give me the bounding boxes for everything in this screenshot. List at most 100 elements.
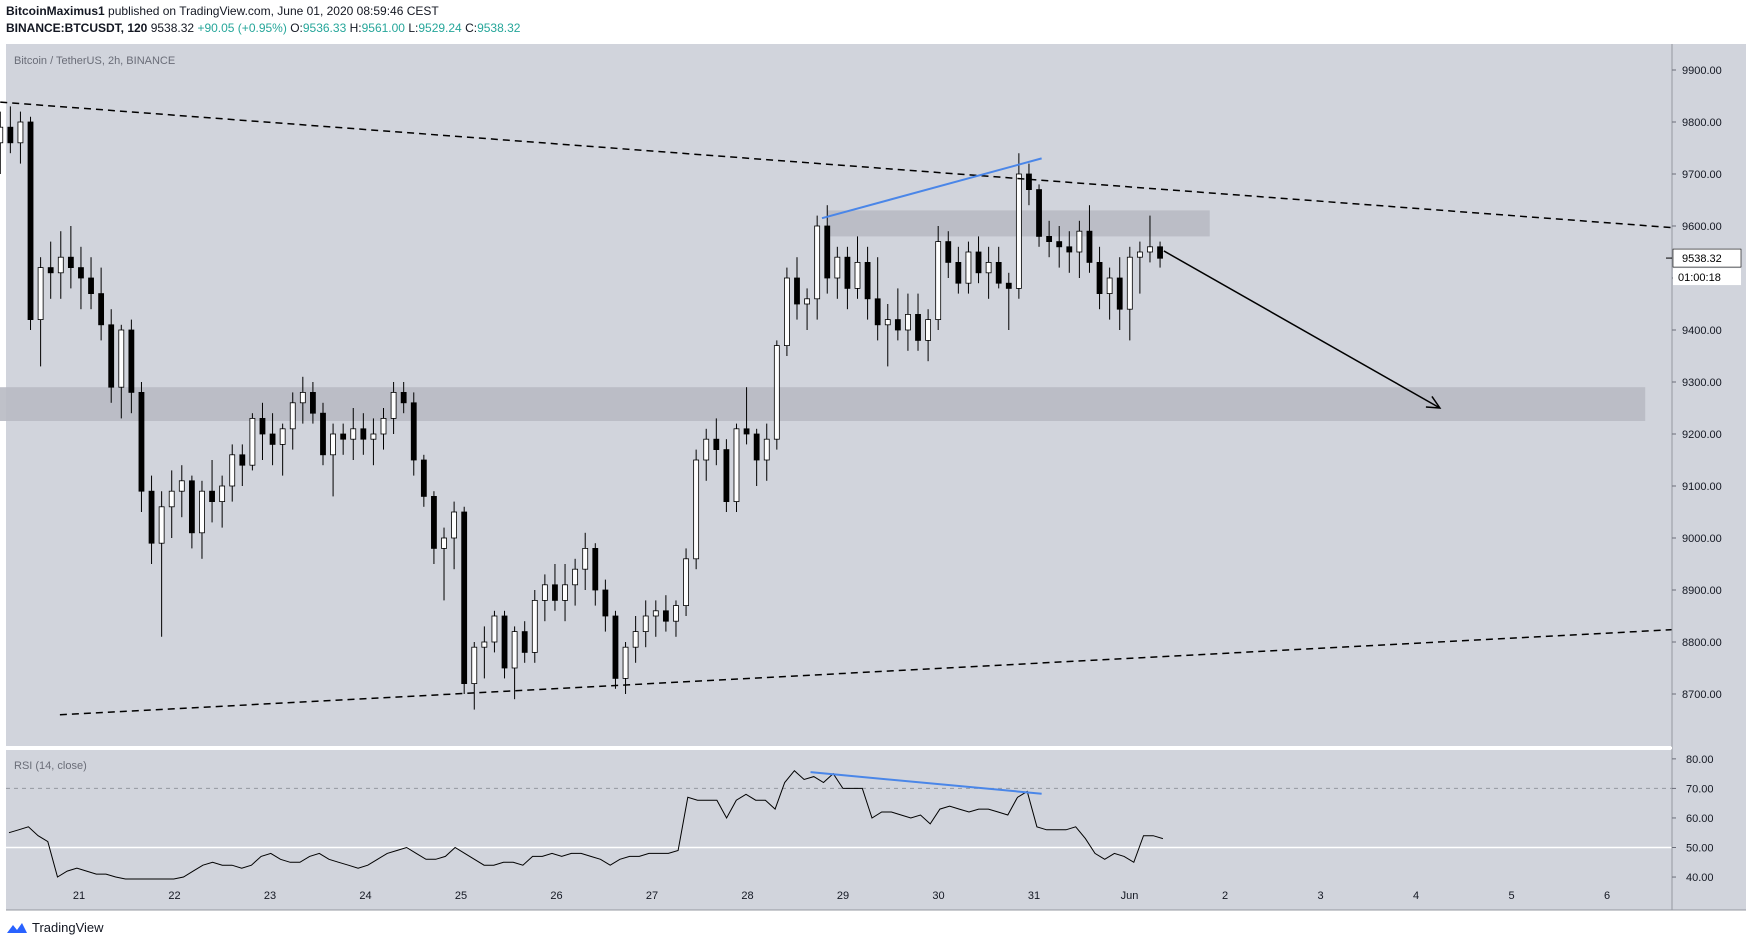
time-tick-label: 28 — [741, 890, 753, 902]
candle-down — [1116, 277, 1123, 310]
candle-down — [1046, 235, 1053, 242]
candle-down — [874, 298, 881, 326]
projection-arrow-head — [1425, 396, 1442, 409]
time-tick-label: 3 — [1317, 890, 1323, 902]
candle-up — [562, 584, 568, 601]
rsi-divergence-line — [810, 771, 1042, 795]
candle-down — [1157, 246, 1163, 259]
time-tick-label: 4 — [1413, 890, 1419, 902]
candle-up — [804, 298, 810, 305]
candle-down — [824, 225, 831, 279]
low-label: L: — [408, 21, 419, 35]
candle-down — [138, 391, 145, 492]
candle-up — [905, 313, 911, 331]
candle-up — [330, 433, 336, 456]
rsi-tick-label: 50.00 — [1686, 843, 1714, 855]
axes: 8700.00 8800.00 8900.00 9000.00 9100.00 9200.… — [6, 44, 1746, 911]
candle-down — [340, 433, 347, 440]
close-label: C: — [465, 21, 478, 35]
candle-up — [1076, 230, 1083, 253]
candle-down — [78, 267, 84, 279]
time-tick-label: 30 — [932, 890, 944, 902]
candle-up — [1136, 251, 1143, 258]
candle-up — [0, 126, 4, 144]
open-value: 9536.33 — [302, 21, 347, 35]
candle-down — [1005, 282, 1012, 289]
countdown-box — [1673, 268, 1741, 286]
author-name[interactable]: BitcoinMaximus1 — [6, 4, 105, 18]
candle-down — [1096, 261, 1103, 294]
candle-up — [531, 600, 538, 653]
candle-up — [673, 605, 679, 622]
price-tick-label: 8900.00 — [1682, 585, 1722, 597]
publication-line: BitcoinMaximus1 published on TradingView… — [6, 3, 439, 19]
candle-up — [733, 428, 740, 502]
time-tick-label: 24 — [359, 890, 371, 902]
time-tick-label: Jun — [1121, 890, 1139, 902]
candle-down — [410, 402, 417, 461]
candle-down — [320, 412, 326, 456]
price-tick-label: 9700.00 — [1682, 169, 1722, 181]
candle-up — [784, 277, 790, 346]
trend-line — [59, 628, 1686, 716]
price-tick-label: 9000.00 — [1682, 533, 1722, 545]
candle-up — [158, 506, 165, 544]
resistance-zone — [0, 387, 1646, 421]
time-tick-label: 6 — [1604, 890, 1610, 902]
candle-up — [935, 241, 942, 321]
candle-up — [642, 615, 649, 633]
candle-up — [965, 251, 972, 284]
candle-up — [350, 428, 357, 440]
candle-up — [622, 646, 629, 679]
rsi-pane-background — [6, 750, 1672, 880]
candle-down — [844, 256, 851, 289]
candle-down — [743, 428, 750, 435]
candle-up — [249, 417, 256, 466]
candle-up — [299, 391, 306, 404]
candle-up — [632, 631, 639, 648]
candle-down — [794, 277, 800, 305]
candle-down — [975, 251, 982, 274]
price-tick-label: 8700.00 — [1682, 689, 1722, 701]
candle-up — [481, 641, 488, 648]
candle-down — [592, 548, 599, 591]
candle-down — [310, 391, 316, 414]
rsi-tick-label: 80.00 — [1686, 754, 1714, 766]
close-value: 9538.32 — [477, 21, 521, 35]
candle-down — [47, 267, 54, 274]
price-tick-label: 9400.00 — [1682, 325, 1722, 337]
candle-down — [1086, 230, 1093, 263]
rsi-tick-label: 70.00 — [1686, 783, 1714, 795]
candle-up — [370, 433, 377, 440]
tradingview-logo[interactable]: TradingView — [6, 920, 104, 935]
candle-up — [511, 631, 518, 669]
candle-down — [461, 511, 468, 685]
candle-up — [884, 319, 891, 326]
time-axis-background — [6, 880, 1672, 910]
candle-up — [854, 261, 861, 289]
candle-up — [693, 459, 700, 560]
candle-down — [259, 417, 266, 435]
rsi-pane[interactable] — [6, 750, 1672, 880]
price-tick-label: 9200.00 — [1682, 429, 1722, 441]
price-pane[interactable] — [0, 44, 1686, 746]
candle-up — [57, 256, 64, 274]
candle-up — [471, 646, 478, 685]
high-label: H: — [349, 21, 362, 35]
candle-down — [108, 324, 115, 388]
rsi-pane-title: RSI (14, close) — [14, 760, 87, 772]
candle-down — [148, 490, 155, 544]
bar-countdown-label: 01:00:18 — [1678, 272, 1721, 284]
candle-down — [239, 454, 246, 466]
time-tick-label: 29 — [837, 890, 849, 902]
candle-down — [188, 480, 195, 534]
candle-down — [521, 631, 528, 653]
tradingview-logo-icon — [7, 922, 27, 933]
last-price: 9538.32 — [150, 21, 195, 35]
symbol-line: BINANCE:BTCUSDT, 120 9538.32 +90.05 (+0.… — [6, 20, 520, 36]
time-tick-label: 5 — [1508, 890, 1514, 902]
candle-down — [753, 433, 760, 461]
time-tick-label: 21 — [73, 890, 85, 902]
rsi-line — [8, 769, 1164, 880]
